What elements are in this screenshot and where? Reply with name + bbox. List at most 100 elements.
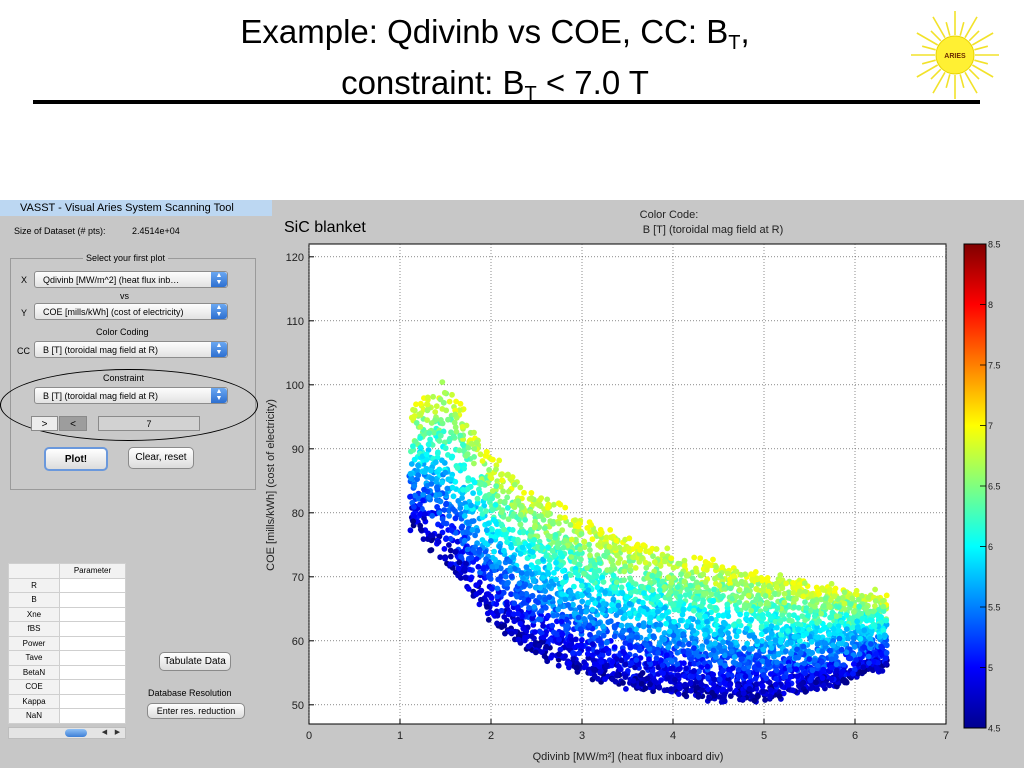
x-tick-label: 6	[852, 730, 858, 742]
scatter-point	[768, 645, 775, 651]
scatter-point	[656, 587, 663, 593]
scatter-point	[781, 599, 788, 606]
scatter-point	[453, 398, 459, 405]
scatter-point	[755, 580, 762, 587]
scatter-point	[550, 612, 557, 619]
scatter-point	[552, 532, 559, 538]
scatter-point	[637, 547, 644, 553]
plot-button[interactable]: Plot!	[44, 447, 108, 471]
scatter-point	[553, 576, 559, 583]
scatter-point	[432, 459, 439, 466]
scatter-point	[774, 624, 780, 631]
scatter-point	[856, 603, 862, 610]
scatter-point	[517, 484, 524, 491]
scatter-point	[517, 511, 524, 518]
scatter-point	[728, 648, 735, 655]
scatter-point	[484, 604, 490, 610]
scatter-point	[870, 608, 877, 615]
scatter-point	[633, 626, 639, 633]
scatter-point	[450, 493, 457, 500]
scroll-thumb[interactable]	[65, 729, 87, 737]
scatter-point	[411, 413, 418, 419]
table-scrollbar[interactable]: ◀ ▶	[8, 727, 126, 739]
scatter-point	[456, 559, 463, 566]
scatter-point	[488, 475, 495, 482]
scatter-point	[442, 469, 449, 476]
x-tick-label: 0	[306, 730, 312, 742]
scatter-point	[553, 559, 559, 566]
row-header: Kappa	[8, 693, 60, 709]
scatter-point	[774, 605, 781, 612]
scatter-point	[808, 685, 814, 692]
constraint-value-input[interactable]: 7	[98, 416, 200, 431]
scatter-point	[850, 609, 857, 615]
y-variable-select[interactable]: COE [mills/kWh] (cost of electricity) ▲ ▼	[34, 303, 228, 320]
scatter-point	[827, 586, 833, 593]
scatter-point	[530, 578, 537, 584]
scatter-point	[562, 537, 569, 544]
scatter-point	[748, 616, 755, 623]
scatter-point	[783, 648, 789, 655]
enter-res-reduction-button[interactable]: Enter res. reduction	[147, 703, 245, 719]
colorbar-ticks: 4.5 5 5.5 6 6.5 7 7.5 8 8.5	[980, 240, 1001, 734]
x-variable-select[interactable]: Qdivinb [MW/m^2] (heat flux inb… ▲ ▼	[34, 271, 228, 288]
scatter-point	[592, 600, 599, 607]
scatter-point	[642, 685, 649, 692]
color-coding-select[interactable]: B [T] (toroidal mag field at R) ▲ ▼	[34, 341, 228, 358]
scatter-point	[435, 539, 442, 545]
scatter-point	[501, 526, 507, 533]
scatter-point	[412, 492, 418, 499]
scatter-point	[589, 652, 596, 658]
scatter-point	[768, 615, 774, 621]
scatter-point	[535, 599, 541, 606]
scatter-point	[809, 667, 816, 674]
scatter-point	[681, 673, 688, 679]
scatter-point	[815, 662, 821, 669]
scatter-point	[794, 673, 801, 679]
x-axis-title: Qdivinb [MW/m²] (heat flux inboard div)	[533, 751, 724, 763]
scatter-point	[408, 461, 415, 467]
scatter-point	[567, 549, 574, 556]
scatter-point	[494, 529, 501, 536]
row-header: Power	[8, 635, 60, 651]
scatter-point	[797, 588, 803, 595]
scroll-right-icon[interactable]: ▶	[114, 729, 121, 736]
scatter-point	[437, 554, 444, 561]
scatter-point	[554, 565, 560, 572]
scatter-point	[768, 623, 775, 629]
scatter-point	[508, 591, 514, 598]
colorbar-tick-label: 4.5	[988, 724, 1001, 734]
scatter-point	[515, 611, 521, 617]
table-row: Tave	[8, 650, 126, 666]
scatter-point	[576, 562, 583, 568]
scroll-left-icon[interactable]: ◀	[101, 729, 108, 736]
less-than-button[interactable]: <	[59, 416, 87, 431]
scatter-point	[417, 423, 424, 430]
scatter-point	[691, 645, 697, 651]
scatter-point	[828, 580, 835, 587]
scatter-point	[695, 624, 702, 630]
scatter-point	[515, 536, 521, 543]
scatter-point	[450, 506, 456, 512]
scatter-point	[802, 688, 809, 695]
scatter-point	[760, 646, 767, 653]
scatter-point	[602, 676, 608, 682]
scatter-point	[743, 611, 750, 618]
greater-than-button[interactable]: >	[31, 416, 58, 431]
scatter-point	[447, 553, 454, 560]
scatter-point	[524, 570, 530, 577]
scatter-point	[467, 576, 474, 583]
scatter-point	[526, 543, 532, 550]
scatter-point	[558, 618, 565, 625]
scatter-point	[843, 626, 850, 632]
scatter-point	[449, 484, 456, 491]
tabulate-data-button[interactable]: Tabulate Data	[159, 652, 231, 671]
scatter-point	[652, 679, 659, 685]
clear-reset-button[interactable]: Clear, reset	[128, 447, 194, 469]
scatter-point	[489, 526, 495, 533]
scatter-point	[557, 550, 564, 557]
scatter-point	[671, 624, 677, 631]
scatter-point	[826, 622, 833, 628]
table-row: Power	[8, 635, 126, 651]
scatter-point	[696, 674, 702, 681]
